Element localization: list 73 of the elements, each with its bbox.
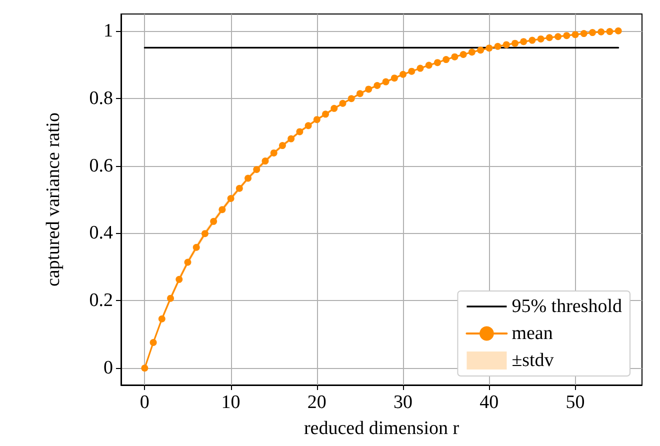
- point: [486, 44, 493, 52]
- point: [176, 276, 183, 283]
- point: [451, 53, 458, 60]
- point: [270, 149, 278, 156]
- y-tick-label: 0.2: [89, 290, 113, 312]
- point: [236, 184, 243, 192]
- point: [382, 78, 390, 86]
- point: [572, 31, 579, 38]
- point: [598, 28, 605, 36]
- point: [511, 40, 518, 47]
- x-axis-title: reduced dimension r: [304, 418, 460, 439]
- legend-label: 95% threshold: [512, 296, 622, 317]
- point: [253, 166, 260, 173]
- point: [296, 128, 304, 136]
- point: [546, 34, 553, 42]
- y-axis-title: captured variance ratio: [43, 112, 64, 287]
- x-tick-label: 30: [394, 392, 413, 413]
- point: [167, 294, 174, 302]
- point: [374, 82, 381, 89]
- x-tick-label: 10: [221, 392, 240, 413]
- point: [365, 86, 372, 93]
- point: [210, 218, 218, 225]
- x-tick-label: 20: [307, 392, 326, 413]
- y-tick-label: 0.6: [89, 155, 113, 176]
- point: [554, 33, 562, 40]
- point: [580, 30, 588, 38]
- point: [520, 38, 528, 46]
- y-tick-label: 1: [104, 20, 113, 42]
- point: [477, 46, 484, 54]
- point: [408, 68, 416, 75]
- y-tick-label: 0.8: [89, 88, 113, 109]
- point: [425, 62, 432, 69]
- point: [339, 100, 346, 107]
- x-tick-label: 50: [566, 392, 585, 413]
- point: [614, 27, 622, 34]
- point: [434, 59, 441, 66]
- point: [158, 315, 166, 322]
- point: [262, 158, 269, 165]
- point: [218, 206, 226, 214]
- point: [494, 42, 502, 50]
- point: [141, 364, 148, 372]
- legend-label: mean: [512, 323, 554, 344]
- point: [460, 50, 467, 58]
- point: [400, 70, 407, 78]
- point: [348, 95, 355, 102]
- x-tick-label: 40: [480, 392, 499, 413]
- point: [227, 194, 234, 202]
- point: [588, 29, 596, 36]
- point: [322, 110, 330, 118]
- point: [288, 135, 295, 142]
- point: [201, 230, 208, 238]
- point: [468, 48, 476, 56]
- point: [502, 41, 510, 48]
- point: [537, 35, 544, 42]
- point: [150, 339, 157, 346]
- x-tick-label: 0: [140, 392, 150, 413]
- y-tick-label: 0.4: [89, 222, 114, 244]
- point: [416, 64, 424, 72]
- point: [192, 244, 200, 251]
- point: [244, 174, 252, 182]
- annotation: ±stdv: [512, 350, 554, 371]
- point: [313, 116, 320, 124]
- point: [278, 142, 286, 150]
- point: [528, 36, 536, 44]
- point: [184, 258, 192, 266]
- point: [563, 32, 570, 40]
- point: [390, 74, 398, 82]
- point: [356, 90, 364, 98]
- point: [304, 122, 312, 130]
- point: [442, 56, 450, 64]
- y-tick-label: 0: [104, 358, 113, 379]
- point: [330, 104, 338, 112]
- point: [606, 28, 614, 36]
